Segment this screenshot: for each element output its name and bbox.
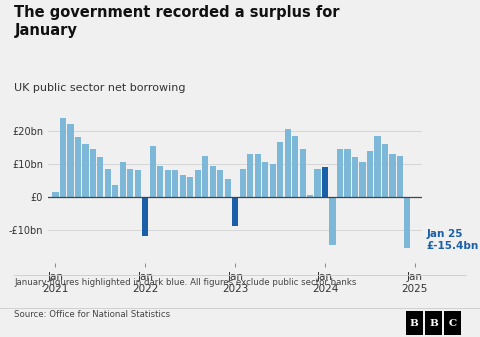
Bar — [112, 185, 119, 197]
Bar — [277, 143, 283, 197]
Bar — [202, 156, 208, 197]
Bar — [75, 137, 81, 197]
Bar — [150, 146, 156, 197]
Bar — [360, 162, 366, 197]
Bar — [97, 157, 104, 197]
Bar — [52, 192, 59, 197]
Bar — [397, 156, 403, 197]
Text: Jan 25
£-15.4bn: Jan 25 £-15.4bn — [426, 229, 479, 251]
Bar — [337, 149, 343, 197]
Bar — [374, 136, 381, 197]
Bar — [314, 169, 321, 197]
Bar — [135, 171, 141, 197]
Text: UK public sector net borrowing: UK public sector net borrowing — [14, 83, 186, 93]
Bar — [180, 176, 186, 197]
Bar — [240, 169, 246, 197]
Bar — [367, 151, 373, 197]
Bar — [165, 171, 171, 197]
Bar — [352, 157, 358, 197]
Bar — [142, 197, 148, 236]
Bar — [83, 144, 88, 197]
Bar — [389, 154, 396, 197]
Text: The government recorded a surplus for
January: The government recorded a surplus for Ja… — [14, 5, 340, 38]
Bar — [292, 136, 298, 197]
Bar — [67, 124, 73, 197]
Bar — [127, 169, 133, 197]
Bar — [285, 129, 291, 197]
Bar — [232, 197, 238, 225]
Bar — [254, 154, 261, 197]
Bar — [262, 162, 268, 197]
Bar — [157, 165, 163, 197]
Bar — [404, 197, 410, 248]
Text: January figures highlighted in dark blue. All figures exclude public sector bank: January figures highlighted in dark blue… — [14, 278, 357, 287]
Bar — [345, 149, 350, 197]
Bar — [217, 171, 223, 197]
Bar — [247, 154, 253, 197]
Bar — [307, 195, 313, 197]
Bar — [382, 144, 388, 197]
Bar — [172, 171, 179, 197]
Bar — [270, 164, 276, 197]
Text: Source: Office for National Statistics: Source: Office for National Statistics — [14, 310, 170, 319]
Bar — [105, 169, 111, 197]
Bar — [90, 149, 96, 197]
Bar — [322, 167, 328, 197]
Bar — [60, 118, 66, 197]
Bar — [329, 197, 336, 245]
Bar — [195, 171, 201, 197]
Bar — [225, 179, 231, 197]
Bar — [300, 149, 306, 197]
Bar — [120, 162, 126, 197]
Bar — [210, 165, 216, 197]
Bar — [187, 177, 193, 197]
Text: B: B — [410, 319, 419, 328]
Text: C: C — [449, 319, 456, 328]
Text: B: B — [429, 319, 438, 328]
